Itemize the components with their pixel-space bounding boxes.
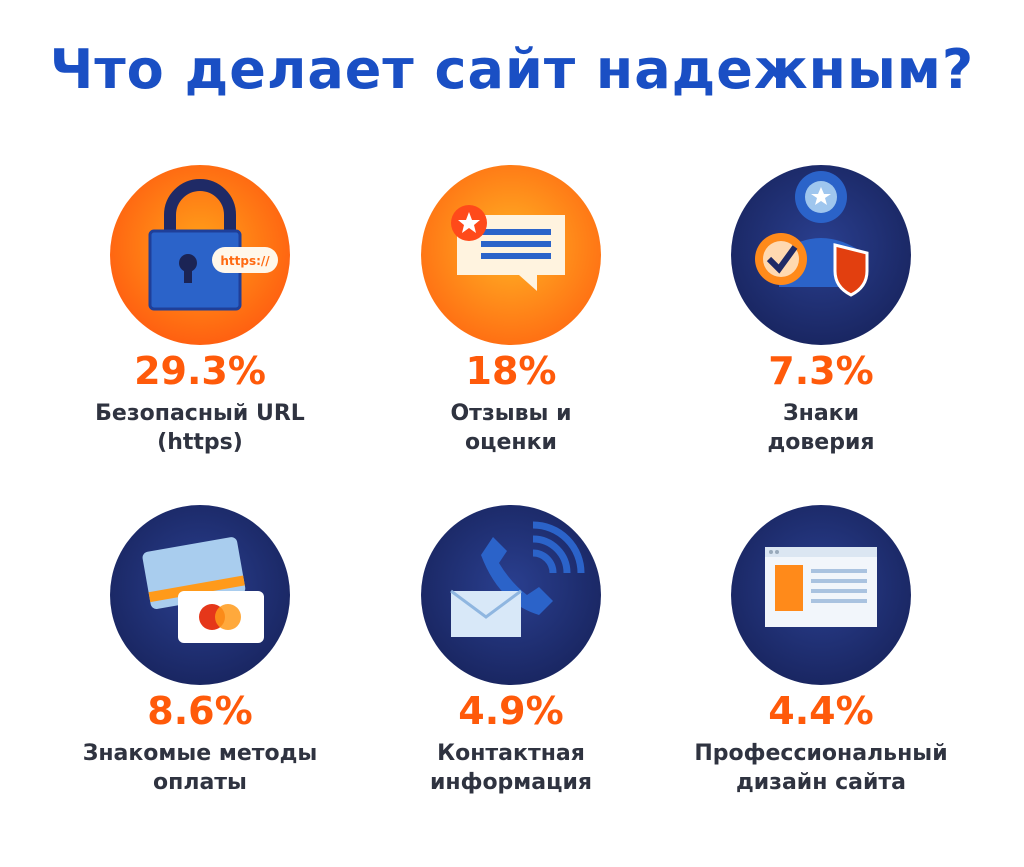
- stat-percent: 7.3%: [768, 349, 874, 393]
- stat-item-contact-info: 4.9% Контактная информация: [361, 503, 661, 797]
- stat-label: Профессиональный дизайн сайта: [694, 741, 948, 795]
- stat-label: Знакомые методы оплаты: [82, 741, 318, 795]
- page-title: Что делает сайт надежным?: [49, 38, 975, 101]
- stat-item-payment-methods: 8.6% Знакомые методы оплаты: [50, 503, 350, 797]
- stat-percent: 8.6%: [147, 689, 253, 733]
- stat-item-trust-badges: 7.3% Знаки доверия: [671, 163, 971, 457]
- review-message-icon: [419, 163, 603, 347]
- phone-mail-icon: [419, 503, 603, 687]
- stat-label: Знаки доверия: [767, 401, 875, 455]
- stat-item-secure-url: https:// 29.3% Безопасный URL (https): [50, 163, 350, 457]
- stat-percent: 29.3%: [134, 349, 266, 393]
- stat-label: Контактная информация: [430, 741, 592, 795]
- stat-percent: 18%: [465, 349, 557, 393]
- stat-percent: 4.4%: [768, 689, 874, 733]
- stat-item-reviews: 18% Отзывы и оценки: [361, 163, 661, 457]
- stat-percent: 4.9%: [458, 689, 564, 733]
- lock-https-icon: https://: [108, 163, 292, 347]
- trust-badge-icon: [729, 163, 913, 347]
- stat-label: Безопасный URL (https): [95, 401, 305, 455]
- stat-label: Отзывы и оценки: [450, 401, 572, 455]
- payment-cards-icon: [108, 503, 292, 687]
- stat-item-professional-design: 4.4% Профессиональный дизайн сайта: [671, 503, 971, 797]
- website-layout-icon: [729, 503, 913, 687]
- svg-text:https://: https://: [220, 254, 270, 268]
